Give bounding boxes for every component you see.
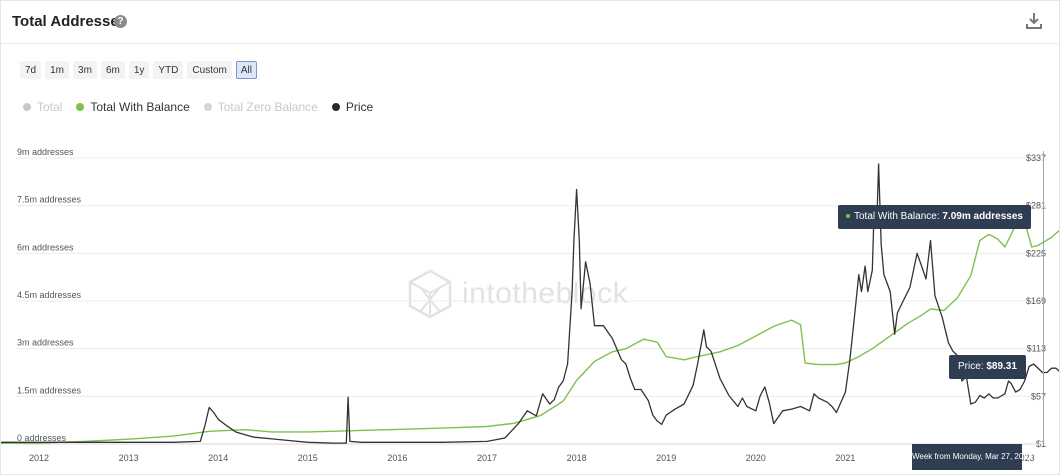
x-tick-label: 2014 — [208, 453, 228, 463]
y-left-tick-label: 6m addresses — [17, 242, 74, 252]
legend-item-total-with-balance[interactable]: Total With Balance — [76, 100, 190, 114]
range-button-1y[interactable]: 1y — [128, 61, 150, 79]
y-left-tick-label: 9m addresses — [17, 147, 74, 157]
series-line-total-with-balance[interactable] — [1, 219, 1059, 445]
x-tick-label: 2019 — [656, 453, 676, 463]
price-tooltip-value: $89.31 — [986, 361, 1017, 372]
y-right-tick-label: $225 — [1026, 248, 1046, 258]
card-header: Total Addresses ? — [1, 1, 1059, 44]
y-right-tick-label: $281 — [1026, 201, 1046, 211]
x-tick-label: 2013 — [119, 453, 139, 463]
balance-tooltip-label: Total With Balance: — [854, 211, 943, 222]
help-icon[interactable]: ? — [114, 15, 127, 28]
balance-tooltip-value: 7.09m addresses — [942, 211, 1023, 222]
x-tick-label: 2016 — [387, 453, 407, 463]
y-left-tick-label: 3m addresses — [17, 338, 74, 348]
legend-marker-icon — [203, 103, 212, 111]
legend-marker-icon — [331, 103, 340, 111]
range-button-custom[interactable]: Custom — [187, 61, 232, 79]
range-button-1m[interactable]: 1m — [45, 61, 70, 79]
y-right-tick-label: $337 — [1026, 153, 1046, 163]
x-tick-label: 2012 — [29, 453, 49, 463]
chart-plot[interactable]: 0 addresses 1.5m addresses 3m addresses 4.5… — [1, 131, 1059, 474]
x-tick-label: 2017 — [477, 453, 497, 463]
series-line-price[interactable] — [1, 163, 1059, 444]
range-button-ytd[interactable]: YTD — [153, 61, 184, 79]
watermark-text: intotheblock — [462, 277, 629, 310]
legend-item-total[interactable]: Total — [23, 100, 62, 114]
watermark-logo-icon — [408, 269, 452, 319]
download-icon[interactable] — [1026, 12, 1042, 30]
y-left-tick-label: 0 addresses — [17, 433, 67, 443]
legend-label: Price — [345, 100, 374, 114]
y-left-tick-label: 4.5m addresses — [17, 290, 82, 300]
legend-item-total-zero-balance[interactable]: Total Zero Balance — [203, 100, 318, 114]
price-tooltip-label: Price: — [958, 361, 987, 372]
chart-legend: Total Total With Balance Total Zero Balanc… — [23, 100, 373, 114]
legend-label: Total — [37, 100, 63, 114]
x-tick-label: 2023 — [1015, 453, 1035, 463]
time-range-selector: 7d 1m 3m 6m 1y YTD Custom All — [20, 61, 257, 81]
balance-tooltip: Total With Balance: 7.09m addresses — [838, 205, 1031, 229]
y-left-tick-label: 1.5m addresses — [17, 385, 82, 395]
legend-label: Total With Balance — [90, 100, 190, 114]
legend-label: Total Zero Balance — [217, 100, 318, 114]
y-left-tick-label: 7.5m addresses — [17, 195, 82, 205]
legend-marker-icon — [23, 103, 31, 111]
tooltip-dot — [846, 214, 850, 219]
x-tick-label: 2018 — [567, 453, 587, 463]
x-tick-label: 2020 — [746, 453, 766, 463]
x-tick-label: 2021 — [835, 453, 855, 463]
x-tick-label: 2015 — [298, 453, 318, 463]
y-right-tick-label: $113 — [1027, 344, 1046, 354]
week-tooltip: Week from Monday, Mar 27, 2023 — [912, 444, 1032, 470]
price-tooltip: Price: $89.31 — [949, 355, 1026, 379]
legend-item-price[interactable]: Price — [331, 100, 374, 114]
legend-marker-icon — [76, 103, 85, 111]
range-button-3m[interactable]: 3m — [73, 61, 97, 79]
range-button-6m[interactable]: 6m — [100, 61, 125, 79]
range-button-all[interactable]: All — [235, 61, 257, 79]
page-title: Total Addresses — [12, 13, 128, 30]
crosshair-line — [1043, 151, 1044, 444]
y-right-tick-label: $57 — [1031, 391, 1046, 401]
y-right-tick-label: $169 — [1026, 296, 1046, 306]
watermark: intotheblock — [408, 269, 628, 319]
range-button-7d[interactable]: 7d — [20, 61, 42, 79]
